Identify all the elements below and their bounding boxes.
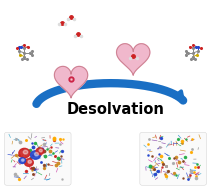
Circle shape <box>24 159 33 166</box>
Polygon shape <box>54 66 88 98</box>
Circle shape <box>39 149 42 152</box>
Text: Desolvation: Desolvation <box>67 102 164 117</box>
Circle shape <box>30 151 40 159</box>
Circle shape <box>19 148 30 158</box>
Polygon shape <box>117 44 150 75</box>
Circle shape <box>35 152 39 156</box>
Polygon shape <box>72 72 83 79</box>
Polygon shape <box>59 72 70 79</box>
Polygon shape <box>121 49 132 57</box>
Polygon shape <box>135 49 146 57</box>
FancyBboxPatch shape <box>4 132 71 185</box>
FancyBboxPatch shape <box>140 132 206 185</box>
Circle shape <box>23 150 28 154</box>
Circle shape <box>19 158 26 163</box>
Circle shape <box>22 159 24 161</box>
Circle shape <box>36 148 44 155</box>
Circle shape <box>28 160 32 163</box>
